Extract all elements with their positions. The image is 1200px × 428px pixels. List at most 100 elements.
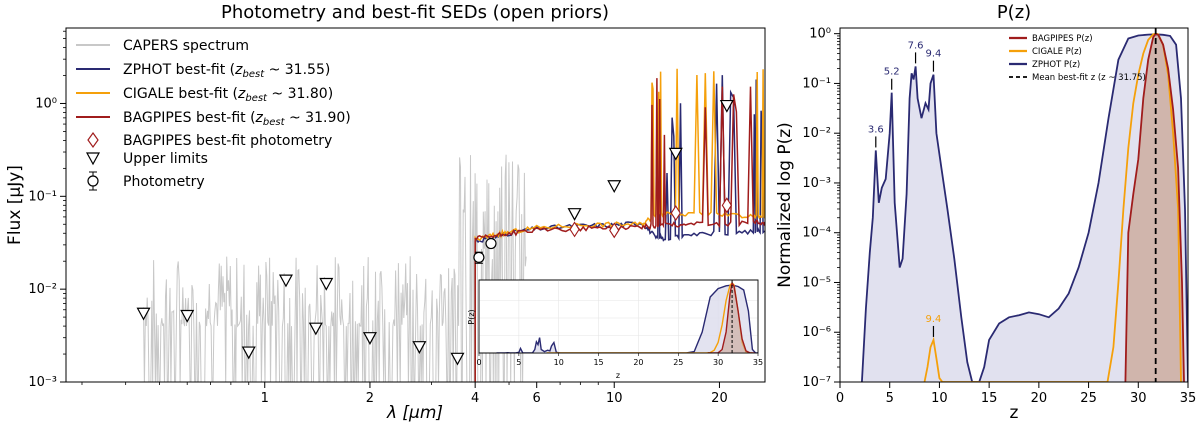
upper-limit-marker (308, 322, 323, 336)
legend-label-cigale: CIGALE best-fit (zbest ~ 31.80) (123, 86, 333, 104)
y-tick-label: 10⁻³ (28, 375, 57, 390)
peak-annotations: 3.65.27.69.49.4 (868, 40, 942, 337)
y-tick-label: 10⁻⁵ (802, 275, 831, 290)
pz-legend: BAGPIPES P(z) CIGALE P(z) ZPHOT P(z) Mea… (1009, 34, 1146, 83)
x-tick-label: 4 (471, 391, 479, 406)
peak-label: 9.4 (926, 314, 942, 325)
sed-markers (136, 99, 734, 366)
legend-marker-diamond (87, 131, 99, 149)
inset-tick-label: 10 (554, 358, 564, 367)
pz-panel: P(z) 3.65.27.69.49.4 10⁻⁷10⁻⁶10⁻⁵10⁻⁴10⁻… (775, 2, 1196, 423)
pz-fill-bagpipes (1125, 33, 1184, 382)
y-tick-label: 10⁻⁶ (802, 325, 831, 340)
upper-limit-marker (450, 352, 465, 366)
inset-tick-label: 30 (713, 358, 723, 367)
peak-label: 3.6 (868, 124, 884, 135)
pz-axes-frame (839, 27, 1189, 383)
bagpipes-phot-marker (670, 205, 681, 222)
pz-legend-label-cigale: CIGALE P(z) (1032, 47, 1082, 57)
upper-limit-marker (567, 208, 582, 221)
pz-inset: 0 5 10 15 20 25 30 35 z P(z) (467, 279, 763, 380)
x-tick-label: 35 (1180, 391, 1197, 406)
sed-line-bagpipes (474, 78, 765, 382)
pz-legend-label-zphot: ZPHOT P(z) (1032, 60, 1080, 70)
inset-fill-bagpipes (707, 283, 755, 353)
upper-limit-marker (719, 99, 734, 113)
pz-curves (861, 32, 1188, 382)
peak-label: 7.6 (908, 40, 924, 51)
inset-tick-label: 35 (753, 358, 763, 367)
upper-limit-marker (412, 341, 427, 354)
x-tick-label: 15 (981, 391, 998, 406)
y-tick-label: 10⁰ (35, 96, 57, 111)
inset-curves (496, 280, 758, 353)
spectrum-line (143, 154, 527, 382)
sed-title: Photometry and best-fit SEDs (open prior… (221, 2, 609, 23)
upper-limit-marker (241, 346, 256, 360)
inset-tick-label: 5 (516, 358, 521, 367)
legend-label-upper: Upper limits (123, 151, 208, 167)
pz-line-zphot (861, 33, 1188, 382)
sed-legend: CAPERS spectrum ZPHOT best-fit (zbest ~ … (76, 38, 351, 191)
x-tick-label: 2 (366, 391, 374, 406)
legend-label-bagpipes: BAGPIPES best-fit (zbest ~ 31.90) (123, 110, 351, 128)
bagpipes-phot-marker (609, 222, 620, 239)
y-tick-label: 10⁻⁴ (802, 226, 831, 241)
sed-plot-area (136, 68, 765, 382)
legend-label-bag-phot: BAGPIPES best-fit photometry (123, 133, 332, 149)
pz-y-axis-label: Normalized log P(z) (775, 122, 795, 288)
sed-x-axis-label: λ [μm] (386, 403, 443, 423)
inset-tick-label: 15 (593, 358, 603, 367)
x-tick-label: 20 (711, 391, 728, 406)
peak-label: 5.2 (884, 67, 900, 78)
bagpipes-phot-marker (569, 221, 580, 238)
legend-marker-circle (87, 175, 99, 187)
y-tick-label: 10⁻⁷ (802, 375, 831, 390)
x-tick-label: 5 (886, 391, 894, 406)
sed-x-ticks: 1 2 4 6 10 20 (81, 382, 728, 406)
x-tick-label: 25 (1080, 391, 1097, 406)
legend-label-zphot: ZPHOT best-fit (zbest ~ 31.55) (123, 62, 330, 80)
pz-fill-zphot (861, 34, 1188, 382)
inset-frame (478, 279, 759, 354)
inset-line-zphot (496, 284, 758, 353)
pz-plot-area: 3.65.27.69.49.4 (861, 28, 1188, 382)
x-tick-label: 30 (1130, 391, 1147, 406)
y-tick-label: 10⁰ (809, 27, 831, 42)
upper-limit-marker (362, 332, 377, 345)
inset-tick-label: 25 (673, 358, 683, 367)
upper-limit-marker (607, 180, 622, 193)
legend-marker-triangle (85, 152, 101, 166)
inset-x-ticks: 0 5 10 15 20 25 30 35 (476, 353, 763, 367)
x-tick-label: 6 (533, 391, 541, 406)
y-tick-label: 10⁻² (28, 282, 57, 297)
phot-marker (485, 237, 497, 250)
x-tick-label: 10 (606, 391, 623, 406)
upper-limit-marker (278, 274, 293, 288)
inset-x-label: z (616, 371, 620, 380)
legend-label-spectrum: CAPERS spectrum (123, 38, 249, 54)
bagpipes-phot-marker (721, 197, 733, 214)
inset-tick-label: 0 (476, 358, 481, 367)
upper-limit-marker (180, 309, 195, 323)
pz-legend-label-mean: Mean best-fit z (z ~ 31.75) (1032, 73, 1146, 83)
upper-limit-marker (668, 147, 683, 161)
x-tick-label: 20 (1031, 391, 1048, 406)
x-tick-label: 1 (261, 391, 269, 406)
y-tick-label: 10⁻¹ (28, 189, 57, 204)
pz-x-axis-label: z (1010, 403, 1019, 423)
upper-limit-marker (136, 307, 151, 321)
phot-marker (473, 251, 485, 263)
capers-spectrum (143, 154, 527, 382)
sed-y-axis-label: Flux [μJy] (5, 165, 25, 245)
pz-y-ticks: 10⁻⁷ 10⁻⁶ 10⁻⁵ 10⁻⁴ 10⁻³ 10⁻² 10⁻¹ 10⁰ (802, 27, 840, 390)
sed-panel: Photometry and best-fit SEDs (open prior… (5, 2, 766, 423)
sed-line-zphot (474, 75, 765, 382)
sed-y-ticks: 10⁻³ 10⁻² 10⁻¹ 10⁰ (28, 30, 66, 390)
legend-label-phot: Photometry (123, 174, 205, 190)
y-tick-label: 10⁻³ (802, 176, 831, 191)
pz-title: P(z) (997, 2, 1031, 23)
upper-limit-marker (319, 277, 334, 291)
x-tick-label: 0 (836, 391, 844, 406)
